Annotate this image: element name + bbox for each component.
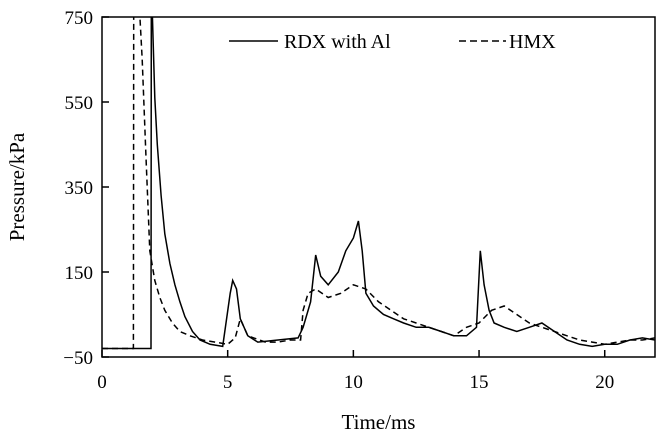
- y-tick-label: 550: [65, 93, 94, 114]
- x-tick-label: 0: [97, 372, 107, 393]
- y-tick-label: −50: [63, 348, 93, 369]
- legend-label-hmx: HMX: [509, 31, 556, 53]
- y-tick-label: 150: [65, 263, 94, 284]
- x-tick-label: 5: [223, 372, 233, 393]
- y-tick-label: 750: [65, 8, 94, 29]
- x-tick-label: 20: [595, 372, 614, 393]
- y-axis-label: Pressure/kPa: [5, 132, 29, 241]
- series-line-rdx-with-al: [102, 17, 655, 350]
- x-tick-label: 10: [344, 372, 363, 393]
- series-line-hmx: [102, 17, 655, 350]
- series-layer: [102, 17, 655, 350]
- x-tick-label: 15: [470, 372, 489, 393]
- legend: RDX with Al HMX: [229, 31, 556, 53]
- y-tick-label: 350: [65, 178, 94, 199]
- legend-label-rdx-with-al: RDX with Al: [284, 31, 391, 53]
- x-axis-label: Time/ms: [342, 410, 416, 434]
- ticks-layer: 0 5 10 15 20 −50 150 350 550 750: [63, 8, 614, 393]
- plot-frame: [101, 16, 656, 358]
